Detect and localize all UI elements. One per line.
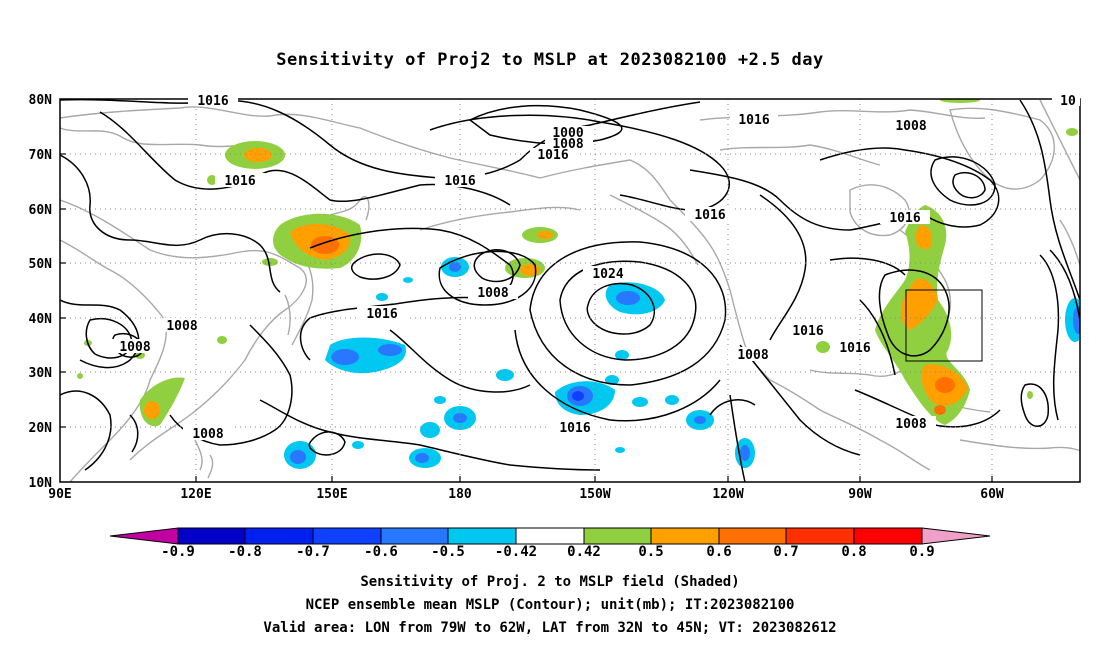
contour-label: 1016 — [694, 208, 725, 223]
lat-label: 50N — [29, 257, 53, 272]
contour-label: 1016 — [559, 421, 590, 436]
lat-label: 20N — [29, 421, 53, 436]
lon-label: 90W — [848, 487, 872, 502]
colorbar-label: -0.9 — [161, 544, 195, 560]
colorbar-high-triangle — [921, 527, 991, 545]
contour-label: 1016 — [537, 148, 568, 163]
lon-label: 180 — [448, 487, 472, 502]
lon-label: 90E — [48, 487, 71, 502]
contour-label: 1008 — [895, 119, 926, 134]
colorbar-label: 0.42 — [567, 544, 601, 560]
contour-label: 1008 — [166, 319, 197, 334]
contour-label: 1008 — [737, 348, 768, 363]
colorbar-label: -0.7 — [296, 544, 330, 560]
lat-label: 60N — [29, 203, 53, 218]
colorbar-low-triangle — [109, 527, 179, 545]
colorbar-label: 0.7 — [773, 544, 799, 560]
colorbar-swatch — [650, 527, 720, 545]
colorbar-swatch — [718, 527, 787, 545]
contour-label: 1016 — [792, 324, 823, 339]
lat-label: 30N — [29, 366, 53, 381]
lat-label: 70N — [29, 148, 53, 163]
footer-line-2: NCEP ensemble mean MSLP (Contour); unit(… — [305, 597, 795, 613]
colorbar-label: 0.5 — [638, 544, 664, 560]
valid-area-box — [905, 289, 983, 362]
colorbar — [109, 527, 991, 545]
axis-ticks — [60, 153, 993, 482]
contour-label: 1008 — [192, 427, 223, 442]
lon-label: 150W — [579, 487, 610, 502]
colorbar-label: -0.8 — [228, 544, 262, 560]
lat-label: 40N — [29, 312, 53, 327]
contour-label: 1008 — [895, 417, 926, 432]
footer-line-1: Sensitivity of Proj. 2 to MSLP field (Sh… — [360, 574, 740, 590]
contour-label: 1008 — [119, 340, 150, 355]
contour-label: 10 — [1060, 94, 1076, 109]
sensitivity-shading — [77, 99, 1080, 469]
contour-label: 1016 — [889, 211, 920, 226]
colorbar-swatch — [515, 527, 585, 545]
chart-title: Sensitivity of Proj2 to MSLP at 20230821… — [276, 50, 824, 70]
contour-label: 1016 — [366, 307, 397, 322]
colorbar-label: -0.6 — [364, 544, 398, 560]
lon-label: 120W — [712, 487, 743, 502]
contour-label: 1016 — [197, 94, 228, 109]
colorbar-swatch — [244, 527, 314, 545]
contour-label: 1016 — [839, 341, 870, 356]
contour-label: 1016 — [224, 174, 255, 189]
colorbar-swatch — [785, 527, 855, 545]
colorbar-swatch — [583, 527, 652, 545]
colorbar-swatch — [177, 527, 246, 545]
lon-label: 60W — [980, 487, 1004, 502]
contour-label: 1016 — [738, 113, 769, 128]
lat-label: 80N — [29, 93, 53, 108]
contour-label: 1000 — [552, 126, 583, 141]
contour-label: 1016 — [444, 174, 475, 189]
lon-label: 120E — [180, 487, 211, 502]
map-frame — [59, 98, 1081, 483]
lon-label: 150E — [316, 487, 347, 502]
contour-label: 1008 — [477, 286, 508, 301]
colorbar-swatch — [853, 527, 923, 545]
colorbar-swatch — [312, 527, 382, 545]
contour-label: 1024 — [592, 267, 623, 282]
colorbar-label: 0.6 — [706, 544, 732, 560]
colorbar-swatch — [447, 527, 517, 545]
footer-line-3: Valid area: LON from 79W to 62W, LAT fro… — [263, 620, 837, 636]
colorbar-label: -0.5 — [431, 544, 465, 560]
colorbar-label: -0.42 — [494, 544, 538, 560]
colorbar-label: 0.8 — [841, 544, 867, 560]
colorbar-label: 0.9 — [909, 544, 935, 560]
lat-label: 10N — [29, 476, 53, 491]
colorbar-swatch — [380, 527, 449, 545]
